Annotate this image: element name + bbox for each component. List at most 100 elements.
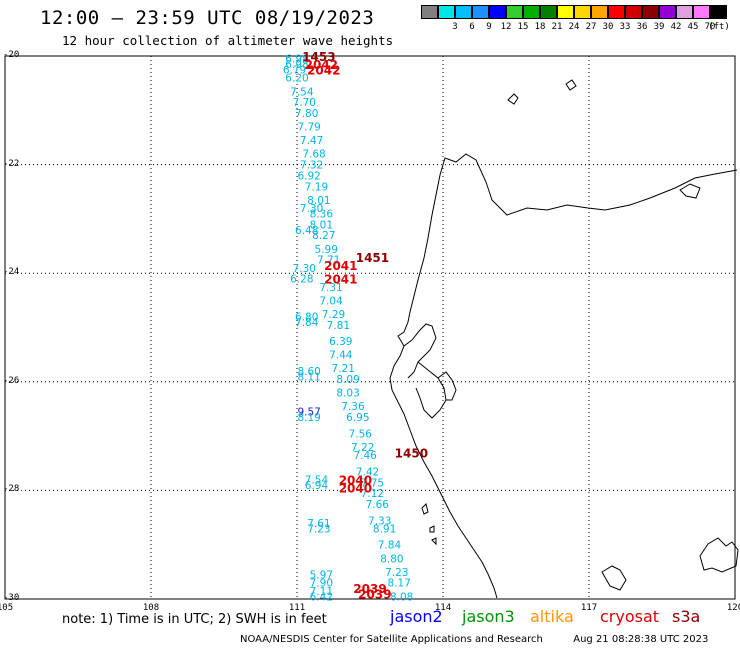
legend-swatch	[642, 5, 659, 19]
wave-height-value: 7.30	[300, 203, 323, 215]
wave-height-value: 8.01	[310, 219, 333, 231]
wave-height-value: 6.39	[329, 336, 352, 348]
legend-swatch	[693, 5, 710, 19]
coastline-east	[601, 183, 739, 591]
legend-label: 12	[500, 22, 512, 32]
wave-height-value: 7.44	[329, 350, 353, 362]
legend-label: 45	[687, 22, 699, 32]
legend-label: 30	[602, 22, 614, 32]
mission-label: jason3	[462, 607, 515, 626]
legend-swatch	[438, 5, 455, 19]
legend-swatch	[421, 5, 438, 19]
wave-height-value: 8.80	[380, 553, 403, 565]
legend-label: 36	[636, 22, 648, 32]
map-subtitle: 12 hour collection of altimeter wave hei…	[62, 33, 394, 48]
pass-time-label: 2040	[339, 482, 372, 496]
wave-height-value: 8.03	[336, 388, 359, 400]
legend-swatch	[574, 5, 591, 19]
wave-height-value: 6.20	[285, 73, 308, 85]
coastline	[389, 79, 739, 599]
footer-generated: Aug 21 08:28:38 UTC 2023	[573, 634, 709, 645]
legend-swatch	[506, 5, 523, 19]
legend-swatch	[608, 5, 625, 19]
island-small-a	[565, 79, 577, 91]
legend-swatch	[625, 5, 642, 19]
wave-height-value: 6.95	[346, 412, 369, 424]
legend-label: 42	[670, 22, 682, 32]
legend-label: 3	[452, 22, 458, 32]
pass-time-label: 2039	[353, 582, 386, 596]
wave-height-value: 6.98	[285, 59, 308, 71]
wave-height-value: 7.70	[293, 97, 316, 109]
lat-tick-label: -20	[3, 50, 20, 60]
legend-label: 9	[486, 22, 492, 32]
legend-unit: (ft)	[708, 22, 730, 32]
wave-height-value: 7.19	[305, 181, 328, 193]
wave-height-value: 7.04	[319, 295, 343, 307]
legend-label: 21	[551, 22, 563, 32]
wave-height-value: 7.47	[300, 135, 323, 147]
legend-label: 39	[653, 22, 665, 32]
wave-height-value: 7.30	[293, 263, 316, 275]
wave-height-value: 8.36	[310, 208, 334, 220]
wave-height-value: 7.79	[297, 122, 320, 134]
wave-height-value: 8.27	[312, 230, 335, 242]
wave-height-value: 7.23	[307, 523, 330, 535]
coastline-headland	[437, 371, 457, 401]
pass-time-label: 1453	[302, 50, 335, 64]
wave-height-value: 6.80	[295, 312, 318, 324]
legend-label: 70	[704, 22, 716, 32]
wave-height-value: 7.11	[310, 586, 333, 598]
lon-tick-label: 108	[142, 603, 160, 613]
pass-time-label: 1451	[356, 251, 389, 265]
wave-height-value: 7.23	[385, 567, 408, 579]
wave-height-values: 6.986.986.796.207.547.707.807.797.477.68…	[283, 54, 413, 604]
legend-label: 27	[585, 22, 597, 32]
wave-height-value: 6.42	[310, 591, 333, 603]
lon-tick-label: 114	[434, 603, 452, 613]
wave-height-value: 8.91	[373, 523, 396, 535]
mission-label: jason2	[390, 607, 443, 626]
pass-time-label: 2042	[305, 58, 338, 72]
lon-tick-label: 111	[288, 603, 306, 613]
coastline-mainland	[389, 153, 738, 599]
wave-height-value: 6.28	[290, 274, 313, 286]
wave-height-value: 7.80	[295, 108, 318, 120]
wave-height-value: 5.99	[315, 244, 338, 256]
legend-label: 15	[517, 22, 529, 32]
lon-tick-label: 105	[0, 603, 14, 613]
legend-swatch	[489, 5, 506, 19]
map-title: 12:00 — 23:59 UTC 08/19/2023	[40, 7, 375, 29]
legend-swatch	[540, 5, 557, 19]
wave-height-value: 7.90	[310, 578, 333, 590]
wave-height-value: 7.71	[317, 255, 340, 267]
lat-tick-label: -24	[3, 267, 20, 278]
lat-tick-label: -30	[3, 593, 20, 603]
wave-height-value: 8.01	[307, 195, 330, 207]
pass-time-label: 2041	[324, 259, 357, 273]
legend-swatch	[455, 5, 472, 19]
wave-height-value: 8.11	[297, 371, 320, 383]
legend-swatch	[659, 5, 676, 19]
wave-height-value: 7.56	[349, 428, 373, 440]
wave-height-value: 7.36	[341, 401, 365, 413]
lat-tick-label: -22	[3, 158, 20, 169]
wave-height-value: 7.33	[368, 515, 391, 527]
wave-height-value: 7.21	[332, 363, 355, 375]
legend-label: 24	[568, 22, 580, 32]
pass-times: 1453204220421451204120411450204020402039…	[302, 50, 428, 602]
footer: NOAA/NESDIS Center for Satellite Applica…	[240, 634, 708, 645]
pass-time-label: 2040	[339, 474, 372, 488]
lon-tick-label: 120	[726, 603, 740, 613]
wave-height-value: 7.54	[290, 86, 314, 98]
island-small-b	[421, 503, 437, 546]
map-frame	[4, 55, 736, 600]
lon-tick-label: 117	[580, 603, 598, 613]
mission-label: s3a	[672, 607, 701, 626]
wave-height-value: 6.79	[283, 65, 306, 77]
pass-time-label: 1450	[395, 446, 428, 460]
pass-time-label: 2039	[358, 588, 391, 602]
legend-label: 18	[534, 22, 546, 32]
wave-height-value: 7.46	[353, 450, 377, 462]
